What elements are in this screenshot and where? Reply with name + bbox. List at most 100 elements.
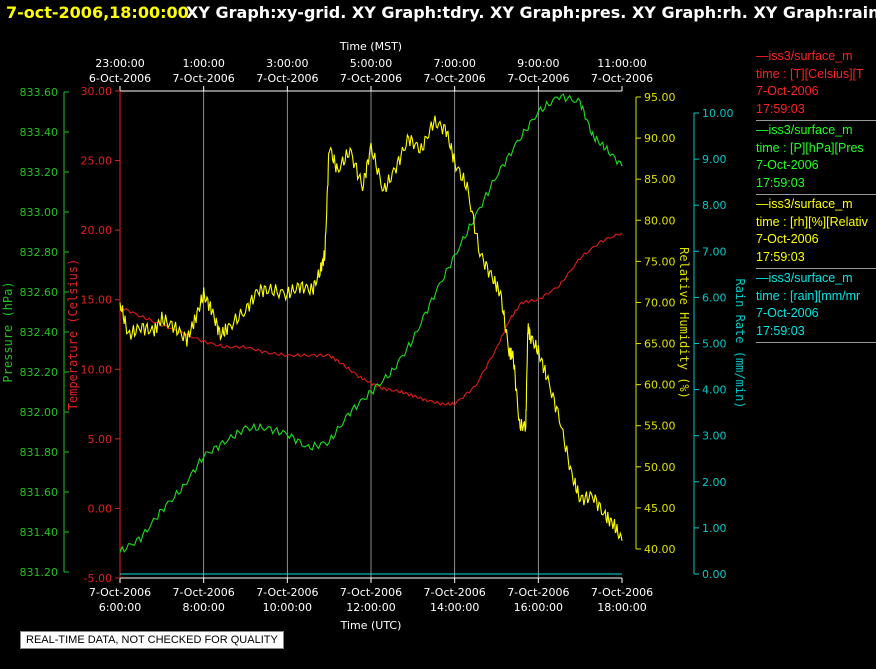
pressure-tick-label-12: 833.60 bbox=[20, 86, 59, 99]
rain-axis-title: Rain Rate (mm/min) bbox=[733, 278, 747, 408]
rain-tick-label-4: 4.00 bbox=[702, 384, 727, 397]
bottom-axis-title: Time (UTC) bbox=[340, 619, 402, 632]
bottom-tick-time-3: 12:00:00 bbox=[346, 601, 395, 614]
legend-line-0-2: 7-Oct-2006 bbox=[756, 84, 819, 98]
legend-line-3-0: —iss3/surface_m bbox=[756, 271, 853, 285]
pressure-tick-label-9: 833.00 bbox=[20, 206, 59, 219]
legend-line-2-3: 17:59:03 bbox=[756, 249, 805, 264]
bottom-tick-time-5: 16:00:00 bbox=[514, 601, 563, 614]
pressure-axis-title: Pressure (hPa) bbox=[1, 281, 15, 382]
legend-line-1-2: 7-Oct-2006 bbox=[756, 158, 819, 172]
humidity-tick-label-0: 40.00 bbox=[644, 543, 676, 556]
humidity-tick-label-8: 80.00 bbox=[644, 214, 676, 227]
bottom-tick-date-0: 7-Oct-2006 bbox=[89, 586, 151, 599]
pressure-tick-label-2: 831.60 bbox=[20, 486, 59, 499]
pressure-tick-label-3: 831.80 bbox=[20, 446, 59, 459]
graph-list-title: XY Graph:xy-grid. XY Graph:tdry. XY Grap… bbox=[186, 3, 876, 22]
pressure-tick-label-4: 832.00 bbox=[20, 406, 59, 419]
legend-line-2-0: —iss3/surface_m bbox=[756, 197, 853, 211]
legend-line-0-3: 17:59:03 bbox=[756, 101, 805, 116]
top-tick-date-0: 6-Oct-2006 bbox=[89, 72, 151, 85]
bottom-tick-time-1: 8:00:00 bbox=[182, 601, 224, 614]
top-tick-time-2: 3:00:00 bbox=[266, 57, 308, 70]
legend-line-3-3: 17:59:03 bbox=[756, 323, 805, 338]
humidity-tick-label-4: 60.00 bbox=[644, 379, 676, 392]
humidity-axis-title: Relative Humidity (%) bbox=[677, 247, 691, 399]
legend-line-1-0: —iss3/surface_m bbox=[756, 123, 853, 137]
bottom-tick-time-2: 10:00:00 bbox=[263, 601, 312, 614]
rain-tick-label-9: 9.00 bbox=[702, 153, 727, 166]
top-tick-time-5: 9:00:00 bbox=[517, 57, 559, 70]
humidity-tick-label-10: 90.00 bbox=[644, 132, 676, 145]
legend-line-1-3: 17:59:03 bbox=[756, 175, 805, 190]
humidity-tick-label-9: 85.00 bbox=[644, 173, 676, 186]
humidity-tick-label-7: 75.00 bbox=[644, 255, 676, 268]
rain-tick-label-3: 3.00 bbox=[702, 430, 727, 443]
series-relative-humidity bbox=[119, 115, 623, 541]
temperature-tick-label-1: 0.00 bbox=[88, 502, 113, 515]
grid-lines bbox=[203, 91, 539, 578]
top-tick-time-6: 11:00:00 bbox=[597, 57, 646, 70]
humidity-tick-label-2: 50.00 bbox=[644, 461, 676, 474]
rain-tick-label-10: 10.00 bbox=[702, 107, 734, 120]
top-tick-time-1: 1:00:00 bbox=[182, 57, 224, 70]
quality-note: REAL-TIME DATA, NOT CHECKED FOR QUALITY bbox=[20, 631, 284, 649]
axis-labels: 7-Oct-2006 6:00:00 7-Oct-2006 8:00:00 7-Oct-… bbox=[1, 40, 747, 632]
pressure-tick-label-10: 833.20 bbox=[20, 166, 59, 179]
top-tick-time-0: 23:00:00 bbox=[95, 57, 144, 70]
temperature-tick-label-6: 25.00 bbox=[81, 155, 113, 168]
legend-line-3-2: 7-Oct-2006 bbox=[756, 306, 819, 320]
legend-line-0-0: —iss3/surface_m bbox=[756, 49, 853, 63]
legend-line-0-1: time : [T][Celsius][T bbox=[756, 66, 864, 81]
rain-tick-label-8: 8.00 bbox=[702, 199, 727, 212]
top-tick-date-3: 7-Oct-2006 bbox=[340, 72, 402, 85]
temperature-tick-label-0: -5.00 bbox=[84, 572, 112, 585]
rain-tick-label-1: 1.00 bbox=[702, 522, 727, 535]
top-tick-date-4: 7-Oct-2006 bbox=[424, 72, 486, 85]
temperature-tick-label-4: 15.00 bbox=[81, 294, 113, 307]
series-temperature bbox=[119, 232, 623, 406]
top-tick-time-3: 5:00:00 bbox=[350, 57, 392, 70]
legend-line-2-2: 7-Oct-2006 bbox=[756, 232, 819, 246]
series-layer bbox=[119, 93, 623, 575]
top-tick-date-5: 7-Oct-2006 bbox=[507, 72, 569, 85]
top-tick-date-1: 7-Oct-2006 bbox=[173, 72, 235, 85]
pressure-tick-label-8: 832.80 bbox=[20, 246, 59, 259]
title-bar: 7-oct-2006,18:00:00 XY Graph:xy-grid. XY… bbox=[0, 0, 876, 26]
temperature-tick-label-3: 10.00 bbox=[81, 363, 113, 376]
rain-tick-label-5: 5.00 bbox=[702, 338, 727, 351]
bottom-tick-time-6: 18:00:00 bbox=[597, 601, 646, 614]
bottom-tick-time-0: 6:00:00 bbox=[99, 601, 141, 614]
bottom-tick-date-2: 7-Oct-2006 bbox=[256, 586, 318, 599]
temperature-tick-label-2: 5.00 bbox=[88, 433, 113, 446]
top-axis-title: Time (MST) bbox=[339, 40, 402, 53]
series-pressure bbox=[119, 93, 623, 553]
legend-line-2-1: time : [rh][%][Relativ bbox=[756, 214, 868, 229]
humidity-tick-label-5: 65.00 bbox=[644, 338, 676, 351]
humidity-tick-label-11: 95.00 bbox=[644, 91, 676, 104]
temperature-tick-label-5: 20.00 bbox=[81, 224, 113, 237]
bottom-tick-date-5: 7-Oct-2006 bbox=[507, 586, 569, 599]
temperature-tick-label-7: 30.00 bbox=[81, 85, 113, 98]
top-tick-date-6: 7-Oct-2006 bbox=[591, 72, 653, 85]
rain-tick-label-6: 6.00 bbox=[702, 291, 727, 304]
legend-line-1-1: time : [P][hPa][Pres bbox=[756, 140, 864, 155]
bottom-tick-date-4: 7-Oct-2006 bbox=[424, 586, 486, 599]
bottom-tick-date-6: 7-Oct-2006 bbox=[591, 586, 653, 599]
rain-tick-label-7: 7.00 bbox=[702, 245, 727, 258]
legend: —iss3/surface_m time : [T][Celsius][T 7-Oc… bbox=[756, 48, 876, 344]
bottom-tick-time-4: 14:00:00 bbox=[430, 601, 479, 614]
pressure-tick-label-7: 832.60 bbox=[20, 286, 59, 299]
pressure-tick-label-5: 832.20 bbox=[20, 366, 59, 379]
humidity-tick-label-3: 55.00 bbox=[644, 420, 676, 433]
legend-line-3-1: time : [rain][mm/mr bbox=[756, 288, 861, 303]
rain-tick-label-2: 2.00 bbox=[702, 476, 727, 489]
humidity-tick-label-1: 45.00 bbox=[644, 502, 676, 515]
rain-tick-label-0: 0.00 bbox=[702, 568, 727, 581]
pressure-tick-label-0: 831.20 bbox=[20, 566, 59, 579]
